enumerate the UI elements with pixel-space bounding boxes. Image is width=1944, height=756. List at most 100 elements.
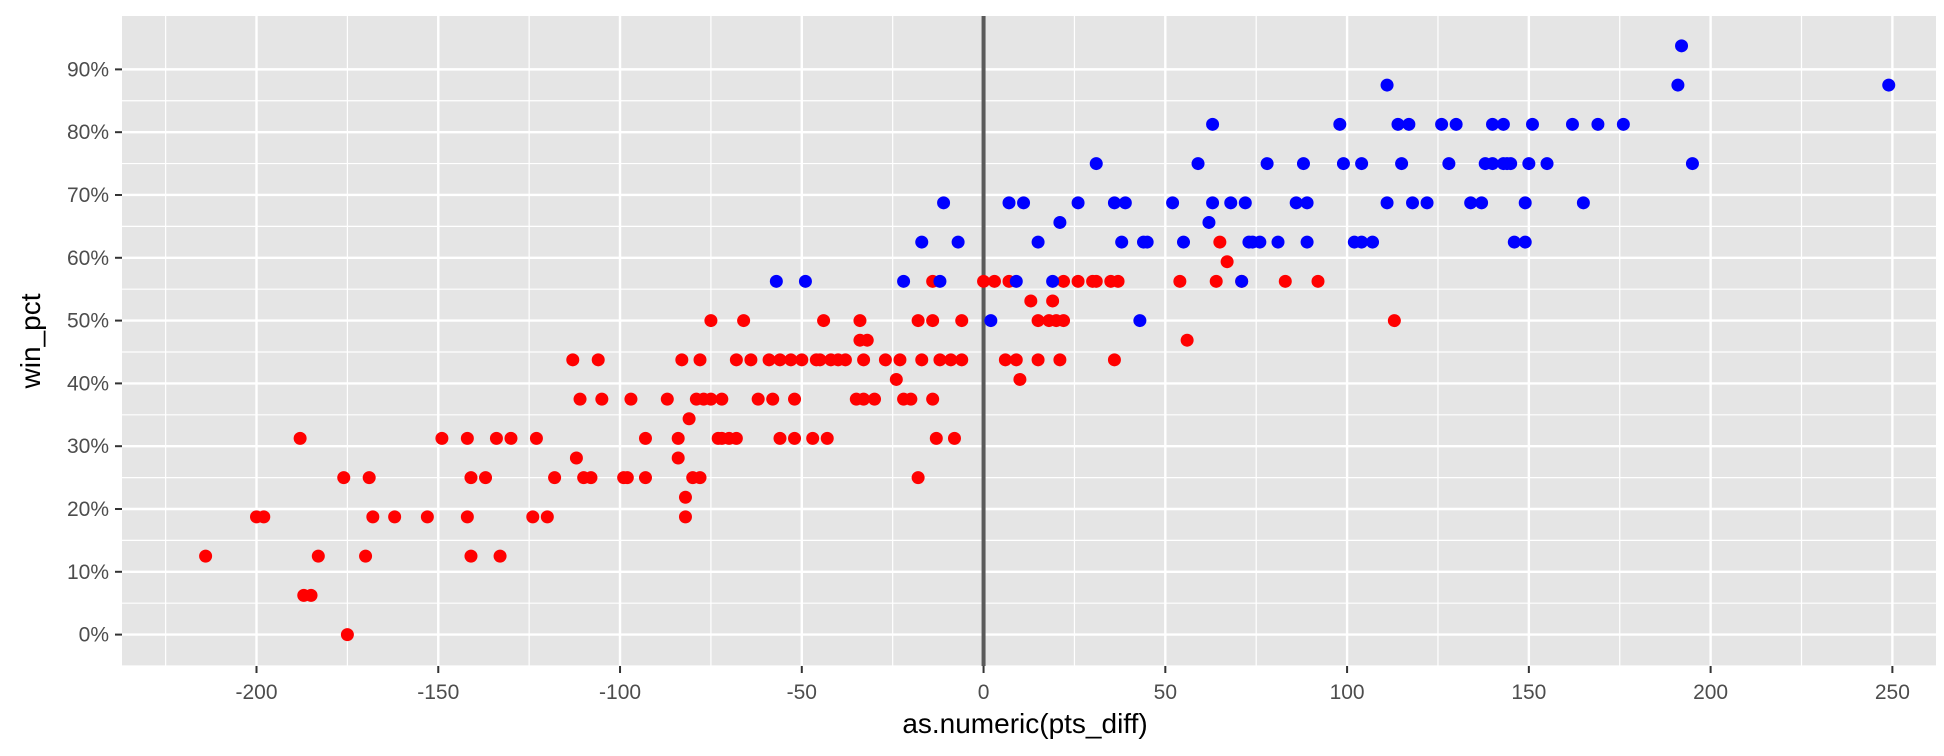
- point-blue: [1406, 196, 1420, 210]
- point-red: [744, 353, 758, 367]
- point-blue: [1616, 117, 1630, 131]
- point-blue: [1496, 117, 1510, 131]
- point-red: [1089, 274, 1103, 288]
- point-red: [1220, 255, 1234, 269]
- point-red: [693, 353, 707, 367]
- point-red: [926, 314, 940, 328]
- point-blue: [1235, 274, 1249, 288]
- point-red: [1071, 274, 1085, 288]
- point-red: [540, 510, 554, 524]
- point-blue: [1289, 196, 1303, 210]
- data-points: [199, 39, 1896, 642]
- point-red: [1057, 274, 1071, 288]
- point-red: [1057, 314, 1071, 328]
- point-blue: [1525, 117, 1539, 131]
- point-red: [671, 431, 685, 445]
- point-blue: [1107, 196, 1121, 210]
- point-red: [1213, 235, 1227, 249]
- point-red: [595, 392, 609, 406]
- y-tick-label: 20%: [67, 498, 109, 521]
- point-red: [715, 392, 729, 406]
- point-blue: [1002, 196, 1016, 210]
- point-red: [1053, 353, 1067, 367]
- point-red: [857, 353, 871, 367]
- point-red: [337, 471, 351, 485]
- point-blue: [1118, 196, 1132, 210]
- point-blue: [798, 274, 812, 288]
- point-red: [1387, 314, 1401, 328]
- point-red: [704, 314, 718, 328]
- x-tick-label: 100: [1330, 681, 1365, 704]
- point-blue: [1565, 117, 1579, 131]
- point-red: [784, 353, 798, 367]
- point-blue: [1300, 235, 1314, 249]
- point-red: [915, 353, 929, 367]
- point-red: [526, 510, 540, 524]
- point-red: [987, 274, 1001, 288]
- point-blue: [1206, 117, 1220, 131]
- point-red: [1013, 372, 1027, 386]
- point-blue: [1380, 78, 1394, 92]
- point-red: [955, 353, 969, 367]
- point-red: [678, 510, 692, 524]
- point-red: [911, 471, 925, 485]
- point-blue: [1071, 196, 1085, 210]
- point-red: [638, 471, 652, 485]
- point-red: [388, 510, 402, 524]
- point-blue: [1133, 314, 1147, 328]
- point-blue: [1395, 157, 1409, 171]
- point-blue: [933, 274, 947, 288]
- point-red: [573, 392, 587, 406]
- x-tick-label: 200: [1693, 681, 1728, 704]
- point-blue: [1518, 196, 1532, 210]
- point-red: [464, 549, 478, 563]
- point-blue: [1475, 196, 1489, 210]
- point-red: [293, 431, 307, 445]
- point-red: [998, 353, 1012, 367]
- point-red: [911, 314, 925, 328]
- point-red: [944, 353, 958, 367]
- point-red: [904, 392, 918, 406]
- point-red: [857, 392, 871, 406]
- x-tick-label: -50: [787, 681, 817, 704]
- point-blue: [1402, 117, 1416, 131]
- point-red: [806, 431, 820, 445]
- point-blue: [1576, 196, 1590, 210]
- point-blue: [1206, 196, 1220, 210]
- point-blue: [1435, 117, 1449, 131]
- point-red: [460, 510, 474, 524]
- point-blue: [1046, 274, 1060, 288]
- point-blue: [937, 196, 951, 210]
- point-blue: [1882, 78, 1896, 92]
- point-blue: [1333, 117, 1347, 131]
- y-tick-label: 30%: [67, 435, 109, 458]
- point-red: [955, 314, 969, 328]
- point-red: [548, 471, 562, 485]
- point-blue: [1355, 157, 1369, 171]
- x-tick-label: -150: [417, 681, 459, 704]
- minor-gridlines: [122, 16, 1936, 667]
- x-tick-label: 150: [1511, 681, 1546, 704]
- point-red: [977, 274, 991, 288]
- point-red: [671, 451, 685, 465]
- point-red: [1046, 294, 1060, 308]
- point-red: [362, 471, 376, 485]
- point-red: [460, 431, 474, 445]
- point-blue: [984, 314, 998, 328]
- point-blue: [1685, 157, 1699, 171]
- point-red: [693, 471, 707, 485]
- point-blue: [1191, 157, 1205, 171]
- point-blue: [1224, 196, 1238, 210]
- y-tick-label: 40%: [67, 372, 109, 395]
- point-red: [1107, 353, 1121, 367]
- point-red: [729, 431, 743, 445]
- point-red: [729, 353, 743, 367]
- y-tick-label: 50%: [67, 310, 109, 333]
- point-red: [838, 353, 852, 367]
- point-blue: [1442, 157, 1456, 171]
- point-red: [773, 431, 787, 445]
- point-red: [1173, 274, 1187, 288]
- x-tick-label: -100: [599, 681, 641, 704]
- point-red: [529, 431, 543, 445]
